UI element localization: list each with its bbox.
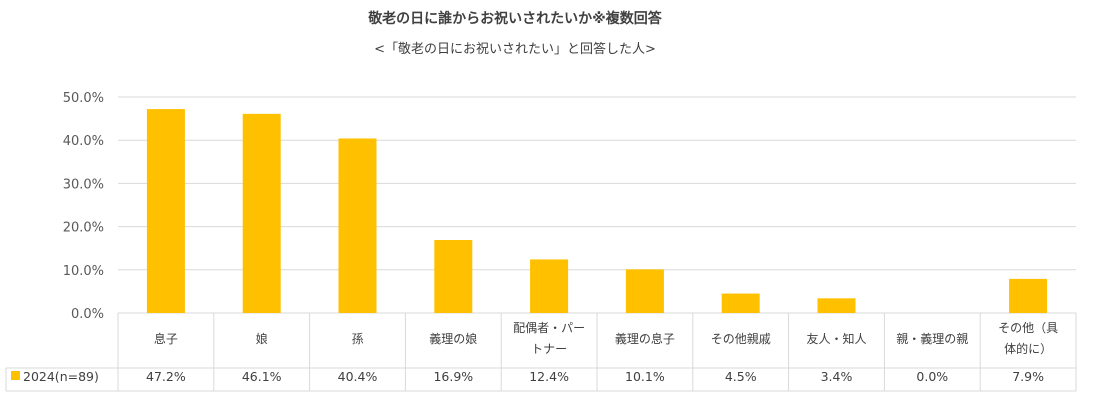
bar <box>625 269 664 313</box>
data-label: 3.4% <box>821 369 853 384</box>
bar <box>242 113 281 314</box>
chart-title: 敬老の日に誰からお祝いされたいか※複数回答 <box>368 11 662 27</box>
bar <box>721 293 760 313</box>
bar <box>530 259 569 313</box>
chart-subtitle: <「敬老の日にお祝いされたい」と回答した人> <box>374 42 656 57</box>
y-tick-label: 10.0% <box>63 264 104 279</box>
bar <box>1009 278 1048 313</box>
bar <box>817 298 856 313</box>
bar <box>434 239 473 313</box>
category-label: その他親戚 <box>711 332 771 346</box>
category-label: 孫 <box>351 332 363 346</box>
data-label: 46.1% <box>242 369 282 384</box>
y-tick-label: 40.0% <box>63 134 104 149</box>
category-label: 息子 <box>154 331 178 346</box>
data-label: 4.5% <box>725 369 757 384</box>
category-label: 義理の娘 <box>429 331 477 346</box>
legend-label: 2024(n=89) <box>23 369 99 384</box>
category-label: 配偶者・パー <box>513 321 585 335</box>
y-tick-label: 50.0% <box>63 91 104 106</box>
data-label: 40.4% <box>338 369 378 384</box>
y-tick-label: 20.0% <box>63 221 104 236</box>
bar <box>146 109 185 313</box>
data-label: 10.1% <box>625 369 665 384</box>
y-tick-label: 0.0% <box>71 307 104 322</box>
category-label: 親・義理の親 <box>896 331 968 346</box>
category-label: 娘 <box>256 331 268 346</box>
data-label: 0.0% <box>916 369 948 384</box>
category-label: 友人・知人 <box>806 332 866 346</box>
data-label: 16.9% <box>433 369 473 384</box>
data-label: 7.9% <box>1012 369 1044 384</box>
category-label: 義理の息子 <box>615 331 675 346</box>
category-label: その他（具 <box>998 321 1058 335</box>
y-tick-label: 30.0% <box>63 177 104 192</box>
category-label: トナー <box>531 342 567 356</box>
data-label: 47.2% <box>146 369 186 384</box>
bar <box>338 138 377 313</box>
data-label: 12.4% <box>529 369 569 384</box>
legend-swatch <box>11 371 20 380</box>
category-label: 体的に） <box>1004 341 1052 356</box>
